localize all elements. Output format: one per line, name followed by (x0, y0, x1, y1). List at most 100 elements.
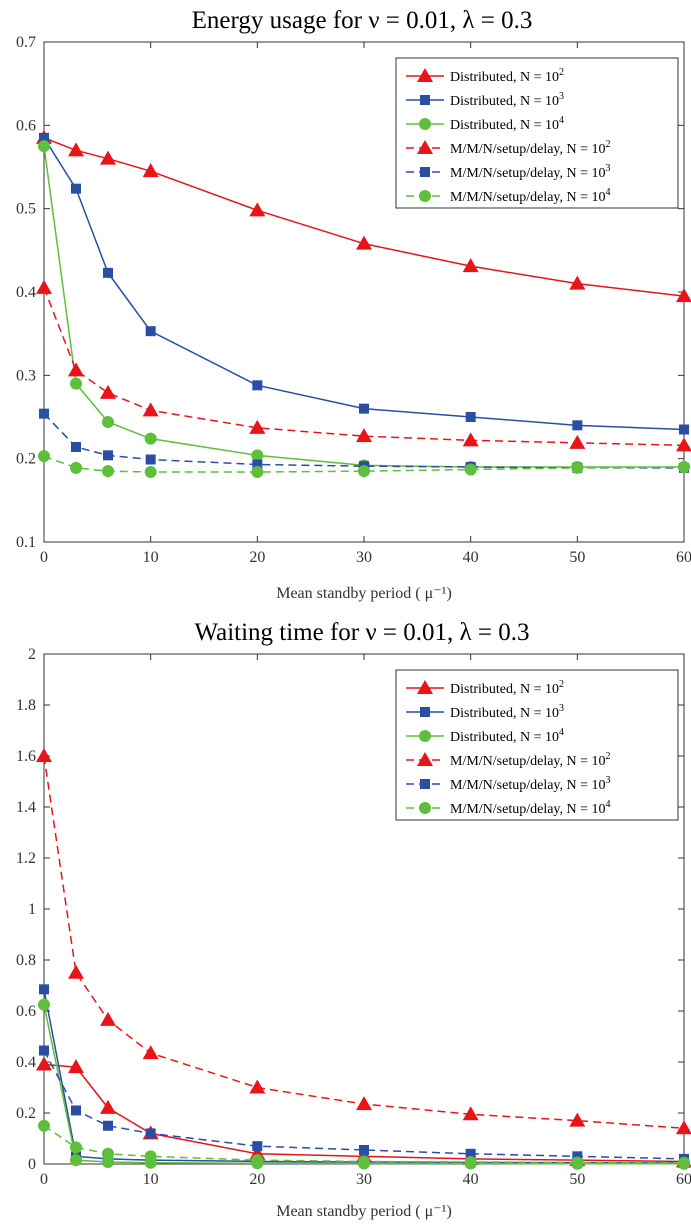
data-point (142, 163, 159, 178)
y-tick-label: 1.8 (16, 697, 36, 714)
x-tick-label: 60 (676, 549, 691, 566)
data-point (71, 1105, 81, 1116)
data-point (38, 1119, 50, 1132)
data-point (145, 454, 156, 465)
data-point (71, 442, 81, 452)
data-point (464, 463, 477, 476)
x-tick-label: 0 (40, 549, 48, 566)
y-tick-label: 0.4 (16, 1054, 36, 1071)
data-point (251, 1154, 264, 1167)
data-point (70, 1141, 82, 1154)
series-2 (39, 132, 689, 435)
legend-box (395, 57, 679, 209)
data-point (103, 450, 113, 461)
y-tick-label: 0.1 (16, 534, 36, 551)
legend-marker (417, 68, 433, 82)
y-tick-label: 1.4 (16, 799, 36, 816)
data-point (358, 465, 370, 478)
data-point (142, 1045, 159, 1060)
legend-item: Distributed, N = 103 (406, 703, 564, 721)
data-point (356, 235, 372, 250)
y-tick-label: 0.6 (16, 117, 36, 134)
data-point (39, 984, 49, 995)
x-tick-label: 40 (463, 1171, 479, 1188)
x-tick-label: 20 (249, 549, 265, 566)
y-tick-label: 0 (28, 1156, 36, 1173)
data-point (462, 432, 479, 447)
data-point (144, 1150, 157, 1163)
data-point (39, 1045, 49, 1056)
y-tick-label: 0.7 (16, 34, 36, 51)
legend-marker (417, 680, 433, 694)
legend-label: M/M/N/setup/delay, N = 104 (450, 799, 611, 817)
data-point (102, 416, 114, 428)
legend-label: Distributed, N = 102 (450, 67, 564, 85)
data-point (38, 450, 50, 463)
data-point (676, 1120, 691, 1135)
y-tick-label: 0.2 (16, 451, 36, 468)
x-tick-label: 0 (40, 1171, 48, 1188)
y-tick-label: 0.5 (16, 201, 36, 218)
legend-item: M/M/N/setup/delay, N = 103 (406, 775, 611, 793)
data-point (68, 362, 84, 377)
x-tick-label: 30 (356, 549, 372, 566)
legend-label: Distributed, N = 104 (450, 115, 564, 133)
legend-item: Distributed, N = 102 (406, 67, 564, 85)
data-point (465, 412, 476, 422)
legend-item: M/M/N/setup/delay, N = 102 (406, 139, 611, 157)
data-point (359, 1144, 369, 1155)
series-6 (38, 450, 690, 478)
data-point (572, 420, 583, 431)
legend-box (395, 669, 679, 821)
legend-item: M/M/N/setup/delay, N = 104 (406, 799, 611, 817)
data-point (569, 1112, 586, 1127)
data-point (249, 202, 266, 217)
legend-label: M/M/N/setup/delay, N = 103 (450, 775, 611, 793)
x-tick-label: 10 (143, 1171, 159, 1188)
data-point (100, 384, 116, 399)
data-point (571, 461, 584, 474)
x-tick-label: 40 (463, 549, 479, 566)
data-point (252, 459, 263, 470)
legend-item: Distributed, N = 102 (406, 679, 564, 697)
legend-item: Distributed, N = 103 (406, 91, 564, 109)
legend-marker (420, 95, 430, 105)
legend-label: M/M/N/setup/delay, N = 103 (450, 163, 611, 181)
legend-label: Distributed, N = 103 (450, 703, 564, 721)
data-point (142, 402, 159, 417)
x-tick-label: 20 (249, 1171, 265, 1188)
y-tick-label: 0.4 (16, 284, 36, 301)
legend-marker (417, 752, 433, 766)
series-6 (38, 1119, 690, 1169)
data-point (251, 466, 264, 478)
x-tick-label: 10 (143, 549, 159, 566)
series-4 (36, 279, 691, 452)
data-point (356, 1096, 372, 1111)
data-point (465, 1148, 476, 1159)
data-point (102, 1147, 114, 1160)
data-point (679, 424, 689, 435)
data-point (36, 1056, 52, 1071)
data-point (462, 1106, 479, 1121)
data-point (100, 150, 116, 165)
x-tick-label: 30 (356, 1171, 372, 1188)
chart-title: Waiting time for ν = 0.01, λ = 0.3 (195, 619, 530, 646)
y-tick-label: 0.6 (16, 1003, 36, 1020)
legend-marker (420, 707, 430, 717)
data-point (103, 1120, 113, 1131)
legend-item: M/M/N/setup/delay, N = 104 (406, 187, 611, 205)
y-tick-label: 2 (28, 646, 36, 663)
y-tick-label: 0.3 (16, 367, 36, 384)
legend-marker (420, 779, 430, 789)
legend-marker (419, 730, 431, 742)
data-point (569, 434, 586, 449)
y-tick-label: 0.8 (16, 952, 36, 969)
data-point (252, 1141, 263, 1152)
data-point (38, 998, 50, 1011)
energy-usage-chart: Energy usage for ν = 0.01, λ = 0.3 0 10 20… (16, 7, 691, 602)
data-point (251, 449, 264, 462)
legend-marker (417, 140, 433, 154)
data-point (71, 183, 81, 194)
data-point (70, 461, 82, 474)
legend-label: M/M/N/setup/delay, N = 104 (450, 187, 611, 205)
